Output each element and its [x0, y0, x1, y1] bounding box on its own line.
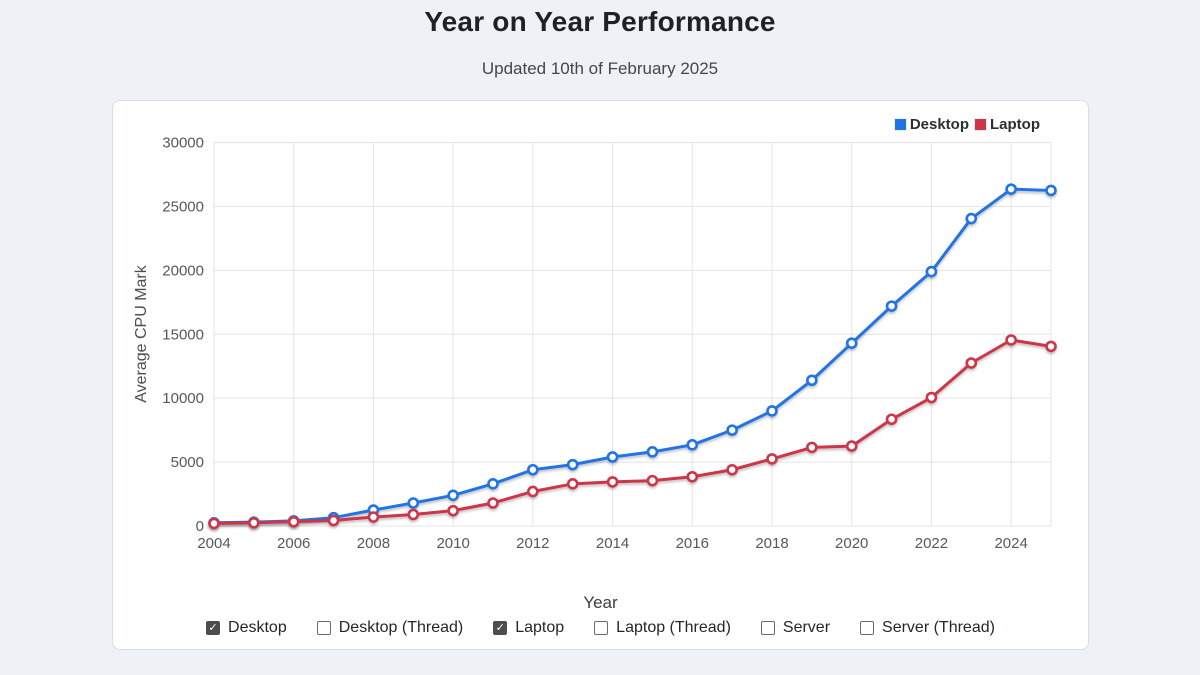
- checkbox-checked-icon[interactable]: ✓: [493, 621, 508, 635]
- laptop-data-point[interactable]: [845, 440, 858, 452]
- x-tick-label: 2022: [915, 535, 948, 552]
- laptop-data-point[interactable]: [487, 497, 499, 509]
- filter-checkbox-laptop[interactable]: ✓ Laptop: [493, 619, 564, 637]
- laptop-data-point[interactable]: [287, 515, 300, 528]
- checkbox-checked-icon[interactable]: ✓: [206, 621, 221, 635]
- legend-swatch-icon: [974, 118, 987, 131]
- filter-checkbox-desktop-thread[interactable]: ✓ Desktop (Thread): [316, 619, 464, 637]
- laptop-data-point[interactable]: [208, 517, 220, 530]
- laptop-data-point[interactable]: [925, 391, 938, 404]
- x-tick-label: 2020: [835, 535, 868, 552]
- y-axis-title: Average CPU Mark: [133, 265, 150, 403]
- laptop-line: [212, 338, 1053, 525]
- filter-label: Desktop (Thread): [338, 619, 464, 636]
- laptop-data-point[interactable]: [965, 357, 978, 369]
- filter-label: Server: [782, 619, 831, 636]
- laptop-series: [208, 334, 1057, 530]
- desktop-data-point[interactable]: [965, 212, 978, 225]
- filter-label: Server (Thread): [882, 619, 995, 636]
- desktop-data-point[interactable]: [925, 265, 938, 278]
- x-tick-label: 2006: [277, 535, 310, 552]
- desktop-series: [208, 183, 1057, 529]
- desktop-data-point[interactable]: [686, 439, 699, 451]
- x-tick-label: 2024: [994, 535, 1027, 552]
- legend-label: Desktop: [909, 116, 969, 133]
- filter-checkbox-server[interactable]: ✓ Server: [760, 619, 831, 637]
- legend-item-laptop[interactable]: Laptop: [974, 116, 1040, 133]
- x-tick-label: 2018: [755, 535, 788, 552]
- desktop-data-point[interactable]: [407, 497, 420, 509]
- desktop-data-point[interactable]: [766, 405, 778, 417]
- laptop-data-point[interactable]: [766, 453, 778, 465]
- filter-label: Laptop: [515, 619, 565, 636]
- laptop-data-point[interactable]: [327, 514, 340, 527]
- series-filter-row: ✓ Desktop ✓ Desktop (Thread) ✓ Laptop ✓ Laptop …: [113, 619, 1088, 637]
- y-tick-label: 5000: [171, 454, 204, 471]
- x-axis-title: Year: [583, 593, 618, 612]
- y-tick-label: 0: [196, 518, 204, 535]
- x-tick-label: 2010: [436, 535, 469, 552]
- laptop-data-point[interactable]: [248, 517, 260, 529]
- desktop-data-point[interactable]: [806, 374, 818, 387]
- laptop-data-point[interactable]: [367, 511, 380, 523]
- x-tick-labels: 2004 2006 2008 2010 2012 2014 2016 2018 2020 2022…: [197, 535, 1028, 552]
- x-tick-label: 2008: [357, 535, 390, 552]
- y-tick-label: 15000: [162, 326, 204, 343]
- y-tick-label: 25000: [162, 198, 204, 215]
- x-tick-label: 2014: [596, 535, 629, 552]
- desktop-data-point[interactable]: [646, 446, 659, 458]
- laptop-data-point[interactable]: [606, 476, 619, 488]
- checkbox-unchecked-icon[interactable]: ✓: [860, 621, 875, 635]
- desktop-data-point[interactable]: [487, 478, 499, 490]
- desktop-data-point[interactable]: [566, 458, 579, 471]
- x-tick-label: 2016: [676, 535, 709, 552]
- laptop-data-point[interactable]: [407, 508, 420, 521]
- filter-label: Desktop: [228, 619, 287, 636]
- laptop-data-point[interactable]: [447, 504, 459, 517]
- page-subtitle: Updated 10th of February 2025: [481, 59, 719, 78]
- y-tick-label: 30000: [162, 135, 204, 152]
- legend-label: Laptop: [990, 116, 1040, 133]
- laptop-data-point[interactable]: [686, 470, 699, 483]
- laptop-data-point[interactable]: [1045, 340, 1057, 353]
- laptop-data-point[interactable]: [646, 474, 659, 487]
- x-tick-label: 2004: [197, 535, 230, 552]
- y-tick-labels: 0 5000 10000 15000 20000 25000 30000: [162, 135, 204, 536]
- x-tick-label: 2012: [516, 535, 549, 552]
- desktop-data-point[interactable]: [1005, 183, 1017, 195]
- y-tick-label: 20000: [162, 262, 204, 279]
- desktop-data-point[interactable]: [606, 451, 619, 463]
- gridlines: [213, 142, 1052, 527]
- y-tick-label: 10000: [162, 390, 204, 407]
- desktop-data-point[interactable]: [527, 463, 539, 476]
- chart-panel: 0 5000 10000 15000 20000 25000 30000 2004 2006 20…: [112, 100, 1089, 650]
- filter-label: Laptop (Thread): [616, 619, 731, 636]
- desktop-data-point[interactable]: [447, 489, 459, 502]
- filter-checkbox-desktop[interactable]: ✓ Desktop: [206, 619, 287, 637]
- chart-legend: Desktop Laptop: [893, 116, 1040, 133]
- desktop-line: [212, 187, 1053, 525]
- laptop-data-point[interactable]: [806, 441, 818, 454]
- laptop-data-point[interactable]: [527, 485, 539, 498]
- legend-item-desktop[interactable]: Desktop: [893, 116, 969, 133]
- desktop-data-point[interactable]: [726, 424, 738, 436]
- desktop-data-point[interactable]: [885, 300, 898, 312]
- laptop-data-point[interactable]: [566, 478, 579, 490]
- filter-checkbox-laptop-thread[interactable]: ✓ Laptop (Thread): [594, 619, 731, 637]
- legend-swatch-icon: [893, 118, 907, 131]
- desktop-data-point[interactable]: [1045, 184, 1057, 197]
- checkbox-unchecked-icon[interactable]: ✓: [594, 621, 609, 635]
- checkbox-unchecked-icon[interactable]: ✓: [760, 621, 775, 635]
- laptop-data-point[interactable]: [1005, 334, 1017, 346]
- desktop-data-point[interactable]: [845, 337, 858, 349]
- laptop-data-point[interactable]: [726, 463, 738, 476]
- page-title: Year on Year Performance: [424, 6, 776, 37]
- laptop-data-point[interactable]: [885, 413, 898, 426]
- filter-checkbox-server-thread[interactable]: ✓ Server (Thread): [860, 619, 995, 637]
- checkbox-unchecked-icon[interactable]: ✓: [316, 621, 331, 635]
